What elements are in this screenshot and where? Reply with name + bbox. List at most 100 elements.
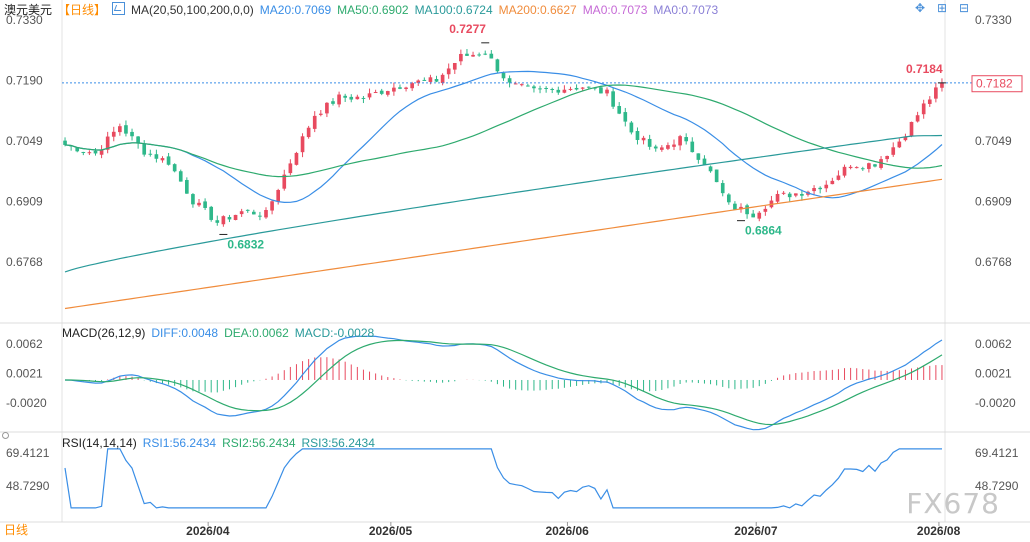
- candle-body: [714, 169, 719, 183]
- ma-settings-icon[interactable]: [112, 2, 126, 15]
- bottom-period-label[interactable]: 日线: [4, 523, 29, 537]
- macd-tick-left-2: -0.0020: [6, 396, 47, 410]
- rsi-label[interactable]: RSI(14,14,14): [62, 436, 137, 450]
- candle-body: [81, 151, 86, 153]
- candle-body: [763, 208, 768, 212]
- ma-label: MA(20,50,100,200,0,0): [131, 3, 254, 17]
- candle-body: [526, 85, 530, 87]
- annotation-low: 0.6864: [745, 224, 782, 238]
- candle-body: [245, 209, 250, 211]
- candle-body: [787, 193, 792, 198]
- candle-body: [733, 203, 737, 210]
- macd-dea: DEA:0.0062: [224, 326, 289, 340]
- candle-body: [580, 87, 585, 89]
- candle-body: [830, 180, 835, 185]
- candle-body: [812, 188, 816, 192]
- candle-body: [227, 217, 232, 220]
- ma200-line: [64, 178, 943, 310]
- candle-body: [452, 62, 457, 70]
- candle-body: [848, 166, 853, 169]
- candle-body: [93, 150, 98, 154]
- x-tick-label-4: 2026/08: [917, 524, 961, 538]
- candle-body: [489, 53, 494, 59]
- y-tick-left-2: 0.7049: [6, 134, 43, 148]
- macd-header: MACD(26,12,9) DIFF:0.0048 DEA:0.0062 MACD:-…: [62, 326, 380, 340]
- candle-body: [903, 136, 908, 141]
- y-tick-right-0: 0.7330: [975, 13, 1012, 27]
- candle-body: [459, 53, 463, 62]
- settings-dot-icon[interactable]: [2, 432, 9, 439]
- candle-body: [879, 159, 883, 168]
- move-icon[interactable]: ✥: [914, 1, 926, 15]
- candle-body: [885, 155, 889, 160]
- annotation-low: 0.6832: [227, 237, 264, 251]
- rsi-tick-right-0: 69.4121: [975, 446, 1019, 460]
- candle-body: [702, 158, 707, 165]
- candle-body: [349, 96, 354, 100]
- candle-body: [672, 144, 676, 147]
- annotation-high: 0.7277: [449, 22, 486, 36]
- macd-label[interactable]: MACD(26,12,9): [62, 326, 146, 340]
- candle-body: [428, 77, 433, 82]
- rsi-tick-right-1: 48.7290: [975, 479, 1019, 493]
- ma-value-5: MA0:0.7073: [653, 3, 719, 17]
- candle-body: [440, 74, 445, 84]
- candle-body: [191, 194, 195, 205]
- candle-body: [605, 89, 609, 94]
- candle-body: [800, 194, 804, 196]
- candle-body: [775, 193, 780, 202]
- candle-body: [172, 164, 177, 172]
- candle-body: [312, 115, 317, 129]
- candle-body: [660, 147, 664, 150]
- candle-body: [221, 216, 226, 225]
- candle-body: [690, 141, 695, 153]
- candle-body: [519, 84, 524, 86]
- candle-body: [416, 80, 421, 83]
- zoom-in-icon[interactable]: ⊞: [936, 1, 948, 15]
- candle-body: [684, 137, 689, 142]
- candle-body: [233, 214, 238, 220]
- candle-body: [751, 213, 756, 218]
- candle-body: [611, 91, 615, 107]
- candle-body: [325, 102, 329, 114]
- candle-body: [483, 53, 488, 55]
- candle-body: [373, 92, 378, 94]
- candle-body: [927, 99, 932, 104]
- candle-body: [392, 87, 396, 92]
- candle-body: [647, 138, 652, 147]
- candle-body: [87, 152, 92, 154]
- candle-body: [720, 183, 725, 194]
- ma-value-1: MA50:0.6902: [337, 3, 409, 17]
- candle-body: [282, 174, 287, 189]
- candle-body: [854, 167, 859, 169]
- macd-tick-left-1: 0.0021: [6, 367, 43, 381]
- candle-body: [897, 141, 902, 148]
- candle-body: [666, 145, 670, 149]
- candle-body: [550, 89, 555, 91]
- zoom-out-icon[interactable]: ⊟: [958, 1, 970, 15]
- candle-body: [398, 87, 402, 89]
- macd-tick-right-2: -0.0020: [975, 396, 1016, 410]
- candle-body: [867, 163, 871, 169]
- candle-body: [197, 202, 201, 206]
- macd-diff: DIFF:0.0048: [151, 326, 219, 340]
- candle-body: [385, 91, 390, 95]
- candle-body: [532, 86, 536, 89]
- x-tick-label-0: 2026/04: [186, 524, 230, 538]
- candle-body: [544, 88, 548, 90]
- symbol-name[interactable]: 澳元美元: [4, 3, 53, 17]
- period-label[interactable]: 【日线】: [58, 3, 107, 17]
- candle-body: [538, 88, 542, 90]
- candle-body: [836, 175, 841, 180]
- candle-body: [574, 87, 579, 90]
- candle-body: [641, 137, 646, 141]
- candle-body: [270, 201, 274, 211]
- candle-body: [891, 147, 896, 155]
- candle-body: [599, 87, 603, 94]
- candle-body: [288, 163, 293, 174]
- macd-tick-right-1: 0.0021: [975, 367, 1012, 381]
- candle-body: [617, 106, 622, 114]
- candle-body: [136, 136, 140, 144]
- y-tick-right-4: 0.6768: [975, 255, 1012, 269]
